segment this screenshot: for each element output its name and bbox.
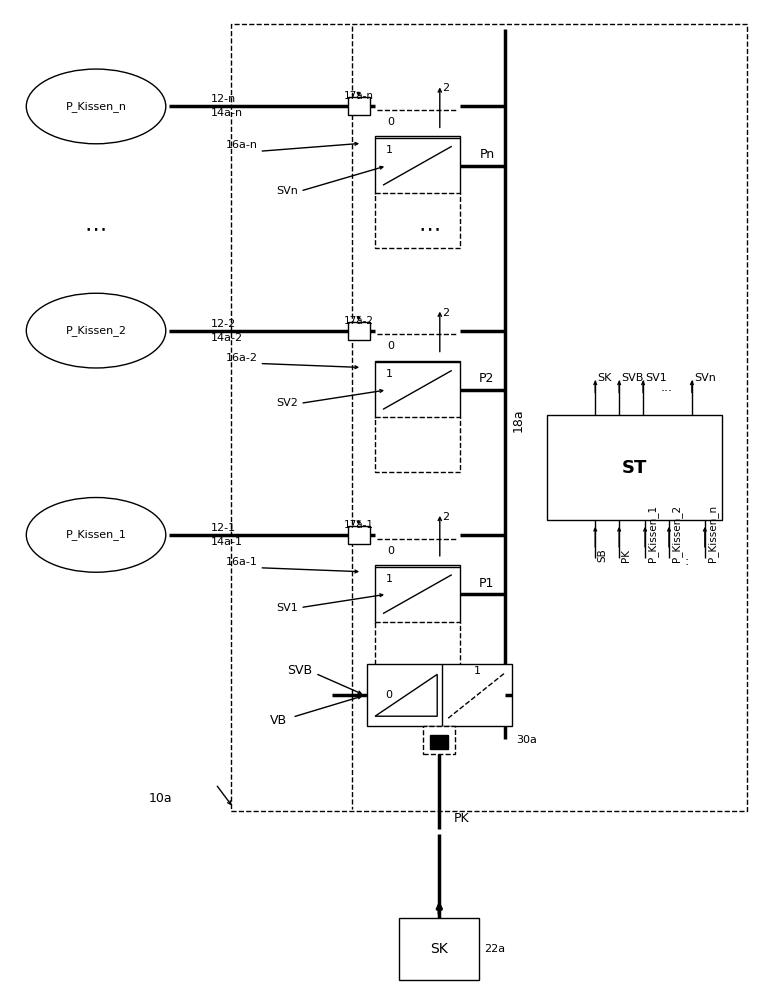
Text: P_Kissen_n: P_Kissen_n bbox=[707, 505, 718, 562]
Text: 0: 0 bbox=[385, 690, 392, 700]
Text: 17a-n: 17a-n bbox=[343, 91, 373, 101]
Text: 16a-n: 16a-n bbox=[226, 140, 257, 150]
Ellipse shape bbox=[26, 498, 166, 572]
Bar bbox=[424, 726, 455, 754]
Text: 2: 2 bbox=[442, 512, 450, 522]
Text: SV2: SV2 bbox=[276, 398, 298, 408]
Text: P_Kissen_1: P_Kissen_1 bbox=[647, 505, 658, 562]
Text: 2: 2 bbox=[442, 308, 450, 318]
Text: 12-1: 12-1 bbox=[211, 523, 236, 533]
Text: SVB: SVB bbox=[287, 664, 313, 677]
Text: 10a: 10a bbox=[149, 792, 172, 805]
Text: 14a-n: 14a-n bbox=[211, 108, 243, 118]
Text: SV1: SV1 bbox=[276, 603, 298, 613]
Text: P_Kissen_1: P_Kissen_1 bbox=[65, 529, 126, 540]
Text: P2: P2 bbox=[479, 372, 494, 385]
Bar bbox=[347, 322, 370, 340]
Bar bbox=[375, 565, 460, 623]
Bar bbox=[375, 193, 460, 248]
Text: SVB: SVB bbox=[621, 373, 644, 383]
Text: ...: ... bbox=[661, 381, 673, 394]
Text: 0: 0 bbox=[387, 546, 394, 556]
Text: PK: PK bbox=[621, 549, 631, 562]
Text: SVn: SVn bbox=[276, 186, 298, 196]
Ellipse shape bbox=[26, 69, 166, 144]
Text: 16a-2: 16a-2 bbox=[226, 353, 257, 363]
Text: P_Kissen_2: P_Kissen_2 bbox=[671, 505, 682, 562]
Text: 12-n: 12-n bbox=[211, 94, 236, 104]
Bar bbox=[375, 417, 460, 472]
Text: 1: 1 bbox=[386, 369, 393, 379]
Bar bbox=[347, 526, 370, 544]
Text: 1: 1 bbox=[386, 145, 393, 155]
Text: SK: SK bbox=[430, 942, 448, 956]
Text: 14a-1: 14a-1 bbox=[211, 537, 243, 547]
Text: SVn: SVn bbox=[694, 373, 716, 383]
Bar bbox=[547, 415, 721, 520]
Bar bbox=[375, 622, 460, 676]
Text: 0: 0 bbox=[387, 117, 394, 127]
Ellipse shape bbox=[26, 293, 166, 368]
Text: :: : bbox=[685, 555, 689, 568]
Text: 17a-2: 17a-2 bbox=[343, 316, 373, 326]
Text: 16a-1: 16a-1 bbox=[226, 557, 257, 567]
Text: Pn: Pn bbox=[480, 148, 494, 161]
Bar bbox=[347, 97, 370, 115]
Text: 14a-2: 14a-2 bbox=[211, 333, 243, 343]
Bar bbox=[375, 136, 460, 194]
Text: ST: ST bbox=[622, 459, 648, 477]
Text: 30a: 30a bbox=[517, 735, 537, 745]
Bar bbox=[367, 664, 511, 726]
Text: 1: 1 bbox=[386, 574, 393, 584]
Text: 2: 2 bbox=[442, 83, 450, 93]
Text: SV1: SV1 bbox=[645, 373, 667, 383]
Text: 22a: 22a bbox=[484, 944, 505, 954]
Text: ⋯: ⋯ bbox=[85, 219, 107, 239]
Text: P_Kissen_n: P_Kissen_n bbox=[65, 101, 126, 112]
Text: P1: P1 bbox=[479, 577, 494, 590]
Text: 1: 1 bbox=[474, 666, 480, 676]
Text: SK: SK bbox=[598, 373, 611, 383]
Bar bbox=[400, 918, 479, 980]
Text: PK: PK bbox=[454, 812, 469, 825]
Text: SB: SB bbox=[598, 548, 608, 562]
Text: 12-2: 12-2 bbox=[211, 319, 236, 329]
Bar bbox=[430, 735, 448, 749]
Text: P_Kissen_2: P_Kissen_2 bbox=[65, 325, 126, 336]
Bar bbox=[230, 24, 747, 811]
Text: 0: 0 bbox=[387, 341, 394, 351]
Text: 17a-1: 17a-1 bbox=[343, 520, 373, 530]
Bar bbox=[375, 361, 460, 418]
Text: ⋯: ⋯ bbox=[419, 219, 441, 239]
Text: 18a: 18a bbox=[512, 408, 525, 432]
Text: VB: VB bbox=[270, 714, 287, 727]
